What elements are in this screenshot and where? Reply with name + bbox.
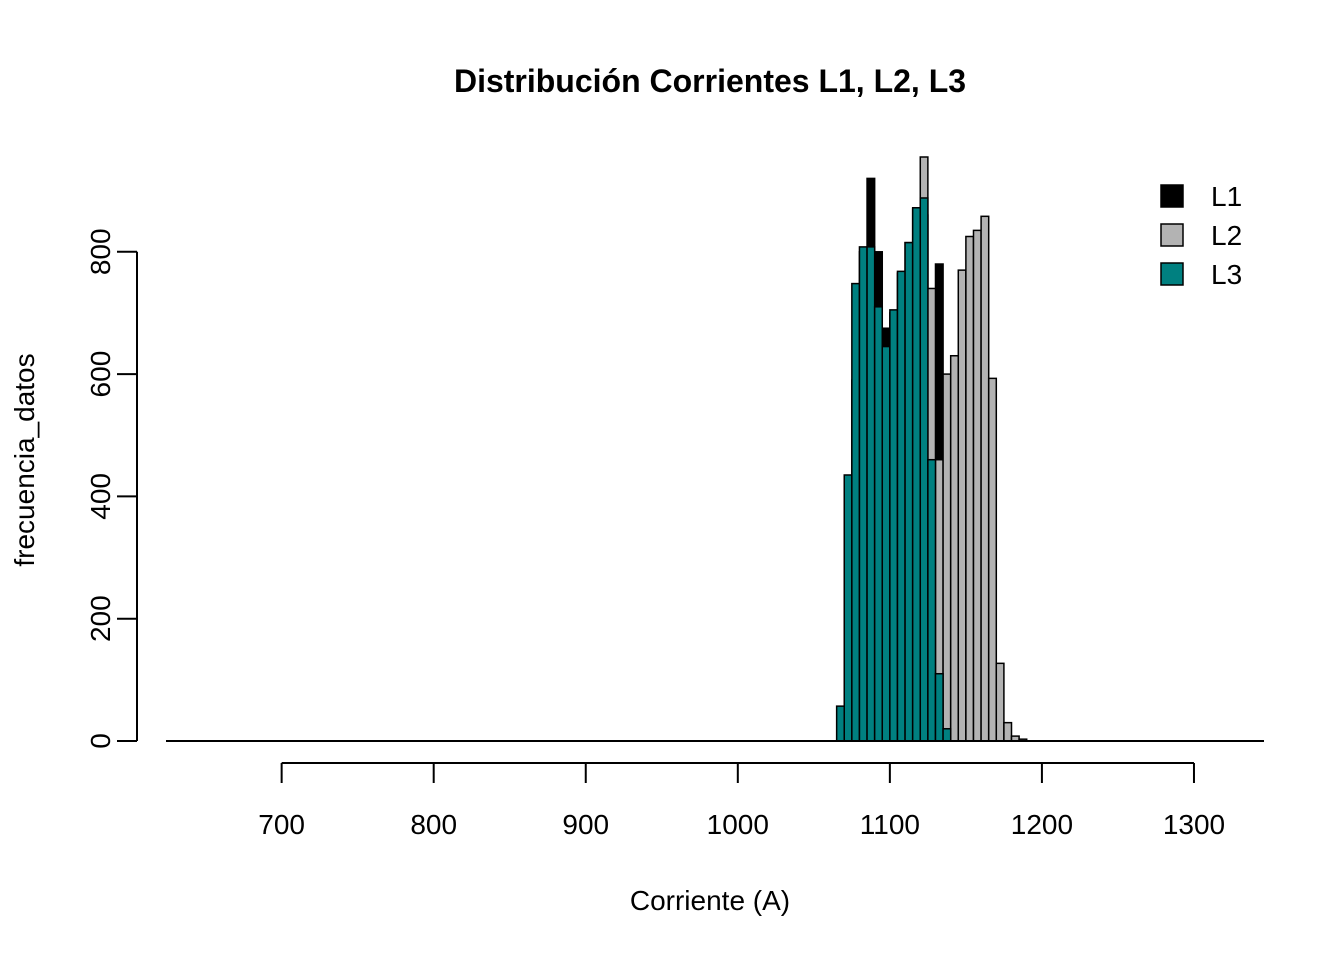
- y-axis: 0 200 400 600 800: [85, 228, 138, 749]
- x-tick-label-1000: 1000: [707, 809, 769, 840]
- bar-L3-1135: [942, 728, 952, 742]
- chart-title: Distribución Corrientes L1, L2, L3: [454, 63, 966, 99]
- y-tick-label-400: 400: [85, 473, 116, 520]
- bar-L2-1145: [957, 269, 967, 742]
- bar-L2-1150: [965, 235, 975, 742]
- bar-L3-1070: [843, 474, 853, 742]
- legend-label-L2: L2: [1211, 220, 1242, 251]
- bar-L3-1090: [873, 306, 884, 742]
- x-axis-label: Corriente (A): [630, 885, 790, 916]
- bar-L2-1175: [1003, 721, 1013, 742]
- bar-L3-1075: [851, 282, 861, 742]
- x-tick-label-1200: 1200: [1011, 809, 1073, 840]
- bars-layer: [835, 156, 1028, 742]
- bar-L3-1110: [904, 241, 914, 742]
- y-tick-label-800: 800: [85, 228, 116, 275]
- bar-L2-1140: [949, 354, 960, 742]
- y-axis-label: frecuencia_datos: [9, 353, 40, 566]
- bar-L3-1130: [934, 672, 944, 742]
- bar-L3-1095: [881, 345, 891, 742]
- bar-L2-1170: [995, 662, 1005, 742]
- x-tick-label-1300: 1300: [1163, 809, 1225, 840]
- y-tick-label-0: 0: [85, 733, 116, 749]
- bar-L2-1135: [942, 373, 952, 742]
- bar-L3-1085: [866, 246, 876, 742]
- y-tick-label-200: 200: [85, 595, 116, 642]
- x-tick-label-900: 900: [562, 809, 609, 840]
- y-tick-label-600: 600: [85, 351, 116, 398]
- legend: L1 L2 L3: [1160, 181, 1242, 290]
- bar-L3-1065: [835, 705, 845, 742]
- x-tick-label-800: 800: [410, 809, 457, 840]
- legend-label-L1: L1: [1211, 181, 1242, 212]
- legend-label-L3: L3: [1211, 259, 1242, 290]
- x-tick-label-1100: 1100: [860, 809, 920, 840]
- bar-L3-1115: [911, 207, 922, 742]
- x-axis: 700 800 900 1000 1100 1200 1300: [258, 762, 1225, 840]
- series-L3: [835, 197, 952, 742]
- x-tick-label-700: 700: [258, 809, 305, 840]
- bar-L2-1155: [972, 229, 982, 742]
- bar-L3-1120: [919, 197, 929, 742]
- bar-L2-1165: [987, 377, 998, 742]
- bar-L3-1125: [927, 458, 937, 742]
- bar-L3-1100: [889, 309, 899, 742]
- legend-swatch-L3: [1160, 262, 1184, 286]
- legend-swatch-L1: [1160, 184, 1184, 208]
- legend-swatch-L2: [1160, 223, 1184, 247]
- bar-L3-1080: [858, 246, 868, 742]
- bar-L2-1160: [980, 215, 990, 742]
- bar-L3-1105: [896, 270, 906, 742]
